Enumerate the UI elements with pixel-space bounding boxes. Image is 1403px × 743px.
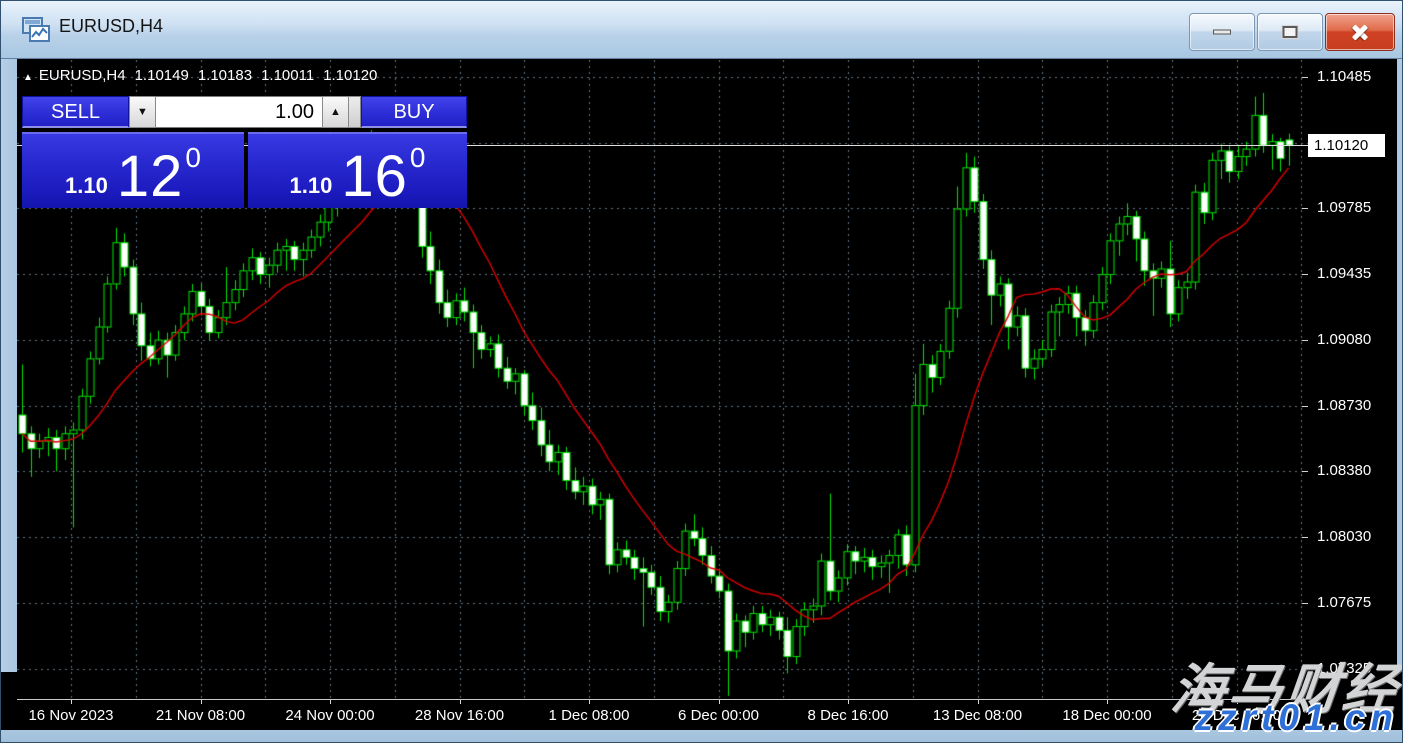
time-axis-tick <box>718 700 720 704</box>
spinner-spacer <box>349 96 361 128</box>
minimize-button[interactable] <box>1189 13 1255 51</box>
sell-price-prefix: 1.10 <box>65 173 108 198</box>
price-axis-label: 1.09785 <box>1317 199 1372 217</box>
close-icon <box>1349 21 1371 43</box>
sell-price-sup: 0 <box>185 142 201 173</box>
window-frame-left <box>1 1 17 672</box>
price-axis-tick <box>1302 536 1308 538</box>
time-axis-tick <box>848 700 849 704</box>
ohlc-close: 1.10120 <box>323 67 378 84</box>
close-button[interactable] <box>1325 13 1395 51</box>
time-axis-label: 16 Nov 2023 <box>28 707 114 724</box>
window-frame-bottom <box>1 730 1402 742</box>
sell-price-panel[interactable]: 1.10 12 0 <box>22 132 244 208</box>
one-click-trading-panel: SELL ▼ ▲ BUY 1.10 12 0 1.10 16 0 <box>22 96 467 208</box>
time-axis-label: 28 Nov 16:00 <box>414 707 505 724</box>
ohlc-symbol: EURUSD,H4 <box>38 67 126 84</box>
time-axis[interactable]: 16 Nov 2023 21 Nov 08:00 24 Nov 00:00 28 No… <box>17 699 1308 730</box>
price-axis-tick <box>1302 405 1308 407</box>
price-axis-tick <box>1302 603 1308 605</box>
current-price-box: 1.10120 <box>1308 134 1385 157</box>
time-axis-label: 8 Dec 16:00 <box>807 707 889 724</box>
bid-price-line <box>17 145 1308 146</box>
watermark-url: zzrt01.cn <box>1194 697 1398 738</box>
price-axis-tick <box>1302 208 1308 210</box>
ohlc-open: 1.10149 <box>134 67 189 84</box>
ohlc-low: 1.10011 <box>261 67 315 84</box>
price-axis-tick <box>1302 471 1308 473</box>
price-axis-tick <box>1302 668 1308 670</box>
price-axis-label: 1.10485 <box>1317 68 1372 85</box>
volume-input[interactable] <box>156 96 322 128</box>
restore-button[interactable] <box>1257 13 1323 51</box>
time-axis-tick <box>977 700 979 704</box>
window-frame-right <box>1397 1 1402 672</box>
sell-price-big: 12 <box>116 143 184 209</box>
ohlc-high: 1.10183 <box>197 67 253 84</box>
price-axis-tick <box>1302 273 1308 275</box>
price-axis-label: 1.07325 <box>1317 659 1372 677</box>
time-axis-tick <box>589 700 590 704</box>
time-axis-label: 24 Nov 00:00 <box>285 707 375 724</box>
buy-price-big: 16 <box>341 143 408 209</box>
price-axis-label: 1.08730 <box>1317 396 1372 414</box>
window-title: EURUSD,H4 <box>59 16 164 36</box>
time-axis-tick <box>330 700 331 704</box>
buy-price-prefix: 1.10 <box>289 173 333 198</box>
minimize-icon <box>1213 29 1231 35</box>
price-axis-label: 1.07675 <box>1317 594 1372 612</box>
time-axis-label: 20 Dec 16:00 <box>1191 707 1282 724</box>
time-axis-label: 13 Dec 08:00 <box>932 707 1023 724</box>
titlebar[interactable]: EURUSD,H4 <box>1 1 1402 59</box>
price-axis-tick <box>1302 340 1308 342</box>
time-axis-tick <box>200 700 202 704</box>
chevron-down-icon: ▼ <box>137 106 148 118</box>
sell-button[interactable]: SELL <box>22 96 129 128</box>
price-axis-label: 1.08380 <box>1317 462 1372 480</box>
buy-button[interactable]: BUY <box>361 96 467 128</box>
restore-icon <box>1282 26 1298 38</box>
price-axis[interactable]: 1.10120 1.10485 1.09785 1.09435 1.09080 1.08… <box>1302 60 1397 730</box>
price-axis-label: 1.09080 <box>1317 331 1372 349</box>
volume-decrease-button[interactable]: ▼ <box>129 96 156 128</box>
time-axis-label: 18 Dec 00:00 <box>1062 707 1152 724</box>
time-axis-tick <box>1107 700 1108 704</box>
time-axis-tick <box>1236 700 1238 704</box>
price-axis-tick <box>1302 77 1308 78</box>
time-axis-label: 6 Dec 00:00 <box>678 707 759 724</box>
price-axis-label: 1.09435 <box>1317 264 1372 282</box>
ohlc-label: ▲ EURUSD,H4 1.10149 1.10183 1.10011 1.10120 <box>23 67 386 84</box>
buy-price-sup: 0 <box>409 142 426 173</box>
price-axis-label: 1.08030 <box>1317 527 1372 545</box>
chevron-up-icon: ▲ <box>330 106 341 118</box>
collapse-panel-icon[interactable]: ▲ <box>23 72 33 83</box>
chart-app-icon <box>22 17 50 42</box>
time-axis-tick <box>71 700 72 704</box>
buy-price-panel[interactable]: 1.10 16 0 <box>248 132 467 208</box>
volume-increase-button[interactable]: ▲ <box>322 96 349 128</box>
time-axis-label: 1 Dec 08:00 <box>548 707 630 724</box>
time-axis-label: 21 Nov 08:00 <box>155 707 246 724</box>
time-axis-tick <box>459 700 461 704</box>
